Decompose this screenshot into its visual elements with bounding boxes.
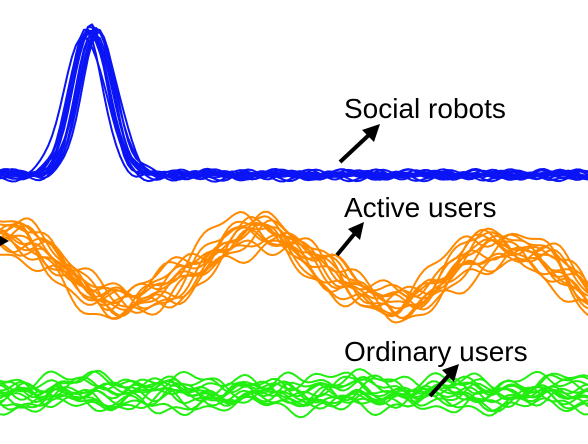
series-line-ordinary-users [0,369,588,407]
series-line-active-users [0,224,588,319]
series-line-active-users [0,211,588,317]
arrow-left-edge [0,236,9,246]
series-line-active-users [0,220,588,318]
series-group-ordinary-users [0,368,588,419]
arrow-active-users [335,222,364,257]
series-line-ordinary-users [0,379,588,419]
series-line-active-users [0,231,588,310]
arrow-social-robots [338,124,380,164]
label-ordinary-users: Ordinary users [344,336,528,367]
series-line-active-users [0,215,588,320]
series-line-ordinary-users [0,377,588,416]
series-line-ordinary-users [0,370,588,405]
series-line-active-users [0,221,588,307]
label-active-users: Active users [344,192,497,223]
label-social-robots: Social robots [344,93,506,124]
series-line-social-robots [0,30,588,183]
series-line-ordinary-users [0,375,588,413]
series-line-active-users [0,220,588,320]
series-line-social-robots [0,34,588,180]
series-group-social-robots [0,23,588,183]
series-line-ordinary-users [0,380,588,417]
arrow-ordinary-users [428,364,459,398]
series-group-active-users [0,210,588,324]
series-line-social-robots [0,29,588,179]
